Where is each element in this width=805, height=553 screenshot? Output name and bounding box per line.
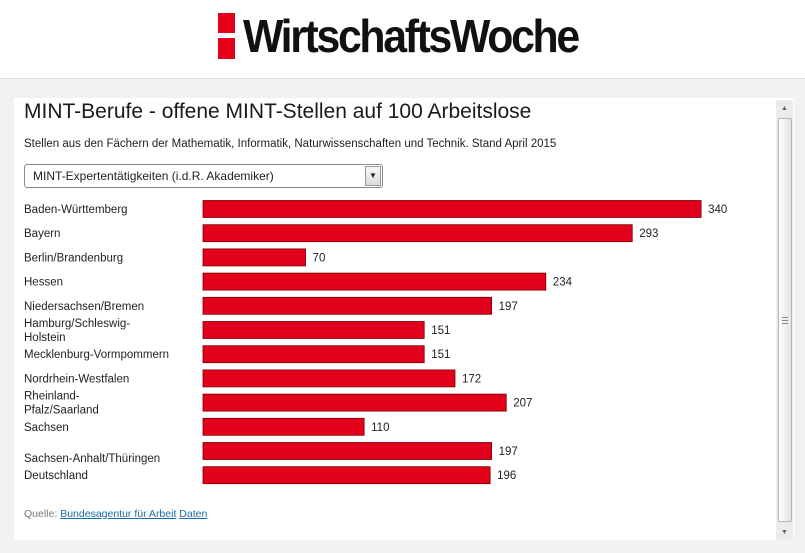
- logo-mark-icon: [218, 13, 235, 59]
- bar-chart: Baden-Württemberg 340 Bayern 293 Berlin/Bran…: [24, 200, 727, 485]
- category-label: Hamburg/Schleswig-Holstein: [24, 318, 130, 344]
- category-label: Mecklenburg-Vormpommern: [24, 349, 169, 361]
- bar[interactable]: [202, 393, 507, 412]
- value-label: 207: [513, 398, 532, 410]
- bar[interactable]: [202, 296, 493, 315]
- bar[interactable]: [202, 417, 365, 436]
- source-prefix: Quelle:: [24, 508, 58, 520]
- category-select-value: MINT-Expertentätigkeiten (i.d.R. Akademi…: [33, 169, 274, 183]
- chart-panel: MINT-Berufe - offene MINT-Stellen auf 10…: [14, 98, 794, 540]
- source-link-bundesagentur[interactable]: Bundesagentur für Arbeit: [60, 508, 177, 520]
- category-label: Rheinland-Pfalz/Saarland: [24, 391, 99, 417]
- category-label: Hessen: [24, 277, 63, 289]
- scroll-up-icon[interactable]: ▲: [781, 104, 788, 112]
- bar[interactable]: [202, 466, 491, 485]
- grip-icon: [782, 316, 788, 324]
- bar[interactable]: [202, 272, 547, 291]
- wirtschaftswoche-logo[interactable]: WirtschaftsWoche: [218, 12, 603, 60]
- bar[interactable]: [202, 200, 702, 218]
- value-label: 293: [639, 228, 658, 240]
- category-label: Bayern: [24, 228, 60, 240]
- category-label: Sachsen: [24, 422, 69, 434]
- value-label: 110: [371, 422, 389, 434]
- value-label: 234: [553, 277, 573, 289]
- value-label: 70: [313, 252, 326, 264]
- bar[interactable]: [202, 345, 425, 364]
- bar[interactable]: [202, 224, 633, 243]
- site-header: WirtschaftsWoche: [0, 0, 805, 79]
- source-line: Quelle: Bundesagentur für Arbeit Daten: [24, 508, 207, 520]
- scroll-down-icon[interactable]: ▼: [781, 528, 788, 536]
- value-label: 151: [431, 349, 450, 361]
- value-label: 151: [431, 325, 450, 337]
- bar[interactable]: [202, 321, 425, 339]
- bar[interactable]: [202, 369, 456, 388]
- chart-subtitle: Stellen aus den Fächern der Mathematik, …: [24, 138, 557, 150]
- value-label: 197: [499, 446, 518, 458]
- category-label: Berlin/Brandenburg: [24, 252, 123, 264]
- category-label: Deutschland: [24, 470, 88, 482]
- category-label: Niedersachsen/Bremen: [24, 301, 144, 313]
- source-link-daten[interactable]: Daten: [179, 508, 208, 520]
- bar[interactable]: [202, 248, 306, 267]
- select-arrow-button[interactable]: ▼: [365, 166, 381, 186]
- logo-text: WirtschaftsWoche: [243, 10, 580, 62]
- chevron-down-icon: ▼: [369, 171, 377, 180]
- vertical-scrollbar[interactable]: ▲ ▼: [776, 100, 793, 540]
- value-label: 196: [497, 470, 516, 482]
- category-label: Nordrhein-Westfalen: [24, 373, 129, 385]
- bar[interactable]: [202, 442, 493, 460]
- category-select[interactable]: MINT-Expertentätigkeiten (i.d.R. Akademi…: [24, 164, 383, 188]
- category-label: Baden-Württemberg: [24, 204, 128, 216]
- chart-title: MINT-Berufe - offene MINT-Stellen auf 10…: [24, 100, 532, 123]
- category-label: Sachsen-Anhalt/Thüringen: [24, 453, 160, 465]
- value-label: 340: [708, 204, 727, 216]
- value-label: 197: [499, 301, 518, 313]
- scrollbar-thumb[interactable]: [778, 118, 792, 522]
- value-label: 172: [462, 373, 481, 385]
